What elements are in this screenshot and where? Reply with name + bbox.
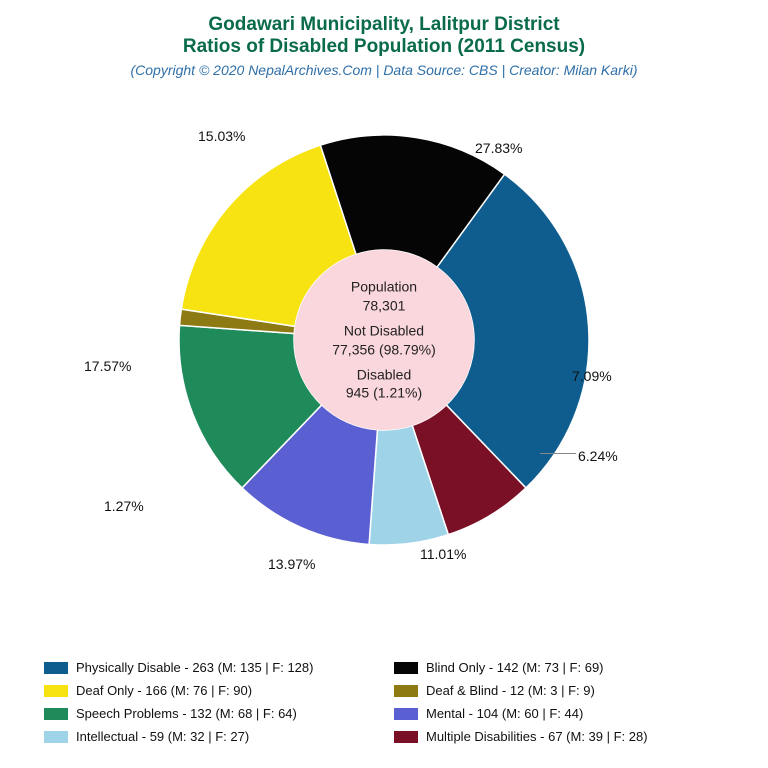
legend-swatch-5 (394, 708, 418, 720)
legend-item-0: Physically Disable - 263 (M: 135 | F: 12… (44, 660, 374, 675)
title-line-2: Ratios of Disabled Population (2011 Cens… (0, 36, 768, 58)
legend-swatch-2 (44, 685, 68, 697)
center-nd-value: 77,356 (98.79%) (332, 340, 436, 359)
legend-item-2: Deaf Only - 166 (M: 76 | F: 90) (44, 683, 374, 698)
legend-text-6: Intellectual - 59 (M: 32 | F: 27) (76, 729, 249, 744)
center-pop-label: Population (332, 277, 436, 296)
slice-label-multiple: 7.09% (572, 368, 612, 384)
legend-text-3: Deaf & Blind - 12 (M: 3 | F: 9) (426, 683, 595, 698)
legend-text-5: Mental - 104 (M: 60 | F: 44) (426, 706, 583, 721)
slice-label-mental: 11.01% (420, 546, 466, 562)
center-pop-value: 78,301 (332, 296, 436, 315)
legend-item-5: Mental - 104 (M: 60 | F: 44) (394, 706, 724, 721)
center-d-value: 945 (1.21%) (332, 384, 436, 403)
center-nd-label: Not Disabled (332, 321, 436, 340)
legend-swatch-3 (394, 685, 418, 697)
title-line-1: Godawari Municipality, Lalitpur District (0, 14, 768, 36)
slice-label-physically: 27.83% (475, 140, 522, 156)
donut-chart: Population 78,301 Not Disabled 77,356 (9… (124, 80, 644, 600)
legend-swatch-0 (44, 662, 68, 674)
legend-text-4: Speech Problems - 132 (M: 68 | F: 64) (76, 706, 297, 721)
slice-label-deaf: 17.57% (84, 358, 131, 374)
center-text: Population 78,301 Not Disabled 77,356 (9… (332, 271, 436, 408)
legend-text-1: Blind Only - 142 (M: 73 | F: 69) (426, 660, 604, 675)
leader-line-0 (540, 453, 576, 454)
slice-label-blind: 15.03% (198, 128, 245, 144)
subtitle: (Copyright © 2020 NepalArchives.Com | Da… (0, 62, 768, 78)
legend: Physically Disable - 263 (M: 135 | F: 12… (44, 660, 724, 744)
center-d-label: Disabled (332, 365, 436, 384)
title-block: Godawari Municipality, Lalitpur District… (0, 0, 768, 78)
legend-swatch-6 (44, 731, 68, 743)
slice-label-intellect: 6.24% (578, 448, 618, 464)
legend-swatch-4 (44, 708, 68, 720)
slice-label-deafblind: 1.27% (104, 498, 144, 514)
legend-swatch-7 (394, 731, 418, 743)
legend-text-7: Multiple Disabilities - 67 (M: 39 | F: 2… (426, 729, 648, 744)
legend-swatch-1 (394, 662, 418, 674)
legend-item-3: Deaf & Blind - 12 (M: 3 | F: 9) (394, 683, 724, 698)
legend-text-2: Deaf Only - 166 (M: 76 | F: 90) (76, 683, 252, 698)
legend-item-6: Intellectual - 59 (M: 32 | F: 27) (44, 729, 374, 744)
legend-item-4: Speech Problems - 132 (M: 68 | F: 64) (44, 706, 374, 721)
legend-item-1: Blind Only - 142 (M: 73 | F: 69) (394, 660, 724, 675)
legend-text-0: Physically Disable - 263 (M: 135 | F: 12… (76, 660, 313, 675)
legend-item-7: Multiple Disabilities - 67 (M: 39 | F: 2… (394, 729, 724, 744)
slice-label-speech: 13.97% (268, 556, 315, 572)
